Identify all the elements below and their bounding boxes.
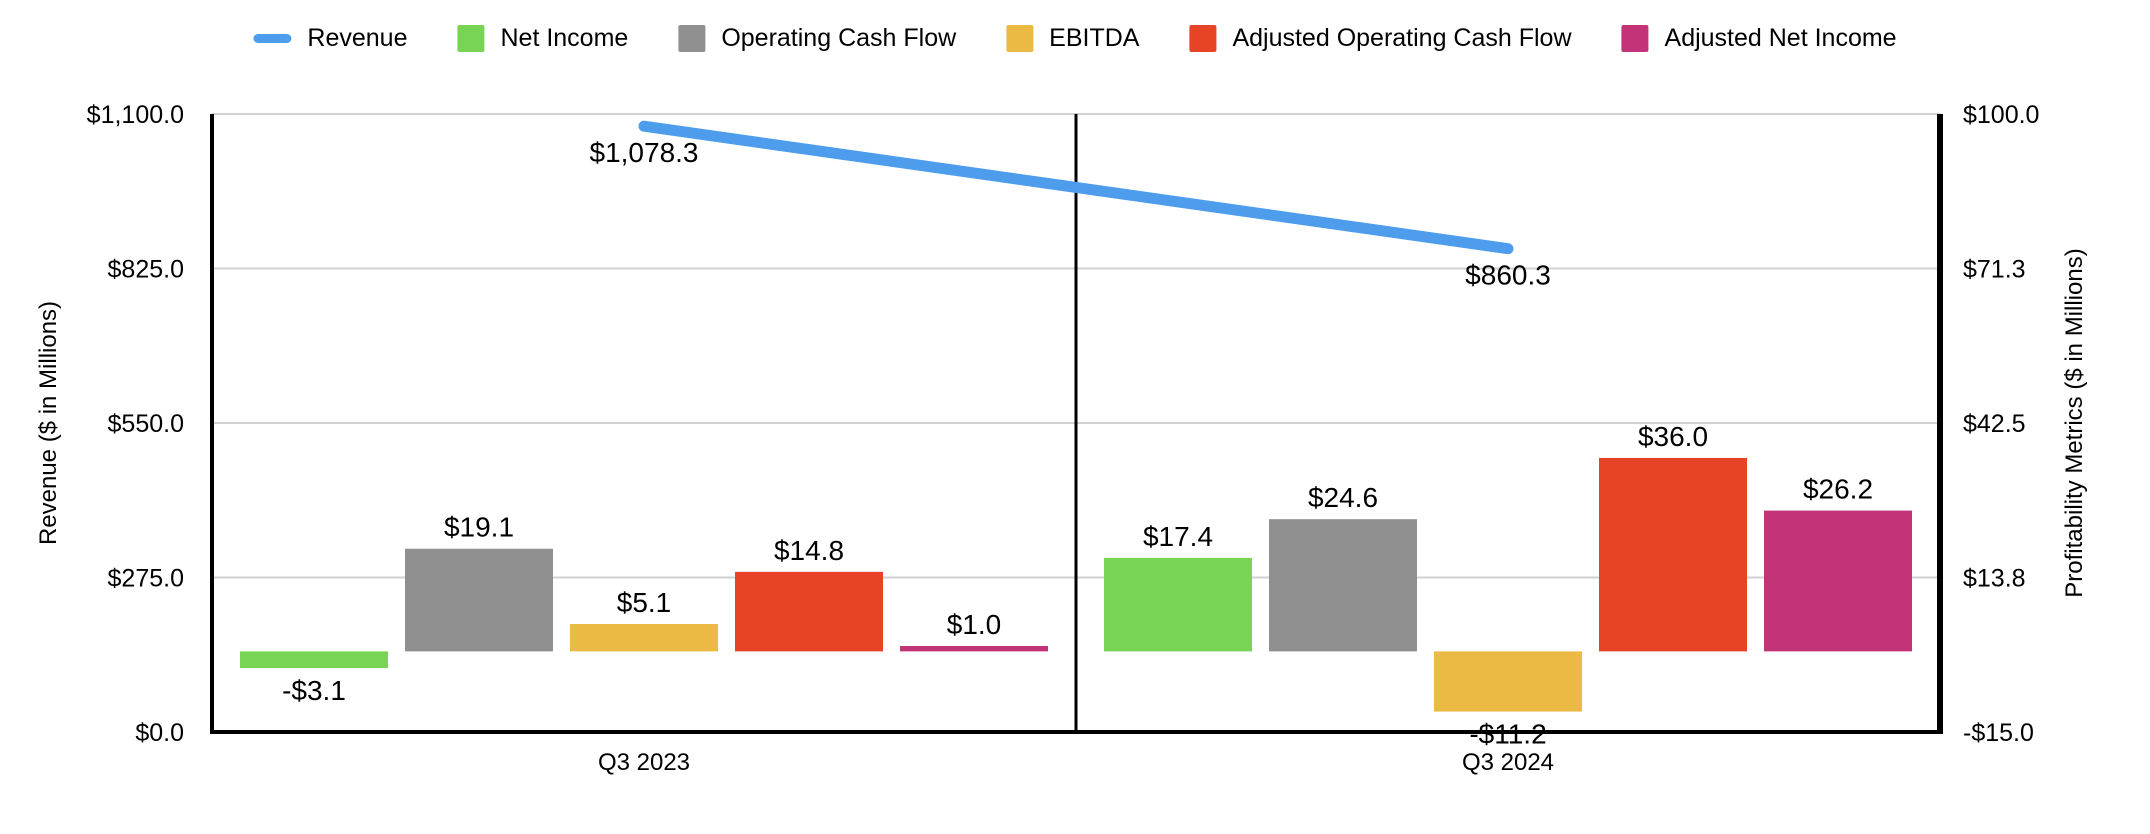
left-axis-tick-label: $825.0 bbox=[108, 256, 184, 284]
legend-label: Adjusted Net Income bbox=[1664, 24, 1897, 52]
right-axis-tick-label: $42.5 bbox=[1963, 410, 2026, 438]
revenue-line-icon bbox=[253, 34, 292, 43]
net-income-swatch-icon bbox=[457, 25, 485, 52]
bar-net-income-q3-2023[interactable] bbox=[240, 651, 388, 669]
x-axis-category-label: Q3 2024 bbox=[1462, 749, 1554, 776]
bar-ebitda-q3-2023[interactable] bbox=[570, 623, 718, 652]
bar-ebitda-q3-2024[interactable] bbox=[1434, 651, 1582, 712]
legend-item-adjusted-net-income[interactable]: Adjusted Net Income bbox=[1621, 24, 1897, 53]
bar-adjusted-net-income-q3-2023[interactable] bbox=[900, 646, 1048, 652]
bar-value-label-net-income-q3-2023: -$3.1 bbox=[282, 675, 346, 706]
bar-value-label-operating-cash-flow-q3-2023: $19.1 bbox=[444, 512, 514, 543]
legend-item-adjusted-operating-cash-flow[interactable]: Adjusted Operating Cash Flow bbox=[1189, 24, 1572, 53]
operating-cash-flow-swatch-icon bbox=[678, 25, 706, 52]
chart-legend: Revenue Net Income Operating Cash Flow EBIT… bbox=[253, 24, 1897, 53]
adjusted-operating-cash-flow-swatch-icon bbox=[1189, 25, 1217, 52]
legend-item-ebitda[interactable]: EBITDA bbox=[1006, 24, 1139, 53]
bar-value-label-adjusted-operating-cash-flow-q3-2023: $14.8 bbox=[774, 535, 844, 566]
ebitda-swatch-icon bbox=[1006, 25, 1034, 52]
legend-label: Adjusted Operating Cash Flow bbox=[1232, 24, 1572, 52]
bar-value-label-ebitda-q3-2023: $5.1 bbox=[617, 587, 672, 618]
right-axis-tick-label: $100.0 bbox=[1963, 101, 2039, 129]
bar-value-label-adjusted-operating-cash-flow-q3-2024: $36.0 bbox=[1638, 421, 1708, 452]
bar-value-label-adjusted-net-income-q3-2023: $1.0 bbox=[947, 609, 1002, 640]
right-axis-tick-label: $71.3 bbox=[1963, 256, 2026, 284]
left-axis-title: Revenue ($ in Millions) bbox=[35, 301, 62, 545]
legend-label: Revenue bbox=[307, 24, 408, 52]
legend-label: Operating Cash Flow bbox=[721, 24, 957, 52]
bar-net-income-q3-2024[interactable] bbox=[1104, 557, 1252, 652]
adjusted-net-income-swatch-icon bbox=[1621, 25, 1649, 52]
bar-value-label-net-income-q3-2024: $17.4 bbox=[1143, 521, 1213, 552]
revenue-value-label: $860.3 bbox=[1465, 260, 1551, 291]
bar-adjusted-operating-cash-flow-q3-2023[interactable] bbox=[735, 571, 883, 652]
bar-value-label-adjusted-net-income-q3-2024: $26.2 bbox=[1803, 474, 1873, 505]
legend-label: EBITDA bbox=[1049, 24, 1140, 52]
right-axis-tick-label: $13.8 bbox=[1963, 565, 2026, 593]
revenue-line[interactable] bbox=[638, 120, 1514, 255]
revenue-value-label: $1,078.3 bbox=[590, 137, 699, 168]
legend-item-net-income[interactable]: Net Income bbox=[457, 24, 628, 53]
legend-item-operating-cash-flow[interactable]: Operating Cash Flow bbox=[678, 24, 956, 53]
right-axis-tick-label: -$15.0 bbox=[1963, 719, 2034, 747]
bar-adjusted-net-income-q3-2024[interactable] bbox=[1764, 510, 1912, 652]
x-axis-category-label: Q3 2023 bbox=[598, 749, 690, 776]
bar-operating-cash-flow-q3-2024[interactable] bbox=[1269, 519, 1417, 652]
bar-adjusted-operating-cash-flow-q3-2024[interactable] bbox=[1599, 457, 1747, 652]
legend-item-revenue[interactable]: Revenue bbox=[253, 24, 407, 53]
left-axis-tick-label: $275.0 bbox=[108, 565, 184, 593]
bar-value-label-operating-cash-flow-q3-2024: $24.6 bbox=[1308, 482, 1378, 513]
legend-label: Net Income bbox=[500, 24, 629, 52]
bar-value-label-ebitda-q3-2024: -$11.2 bbox=[1469, 719, 1546, 750]
left-axis-tick-label: $550.0 bbox=[108, 410, 184, 438]
left-axis-tick-label: $0.0 bbox=[135, 719, 184, 747]
bar-operating-cash-flow-q3-2023[interactable] bbox=[405, 548, 553, 652]
left-axis-tick-label: $1,100.0 bbox=[87, 101, 184, 129]
right-axis-title: Profitability Metrics ($ in Millions) bbox=[2061, 248, 2088, 597]
